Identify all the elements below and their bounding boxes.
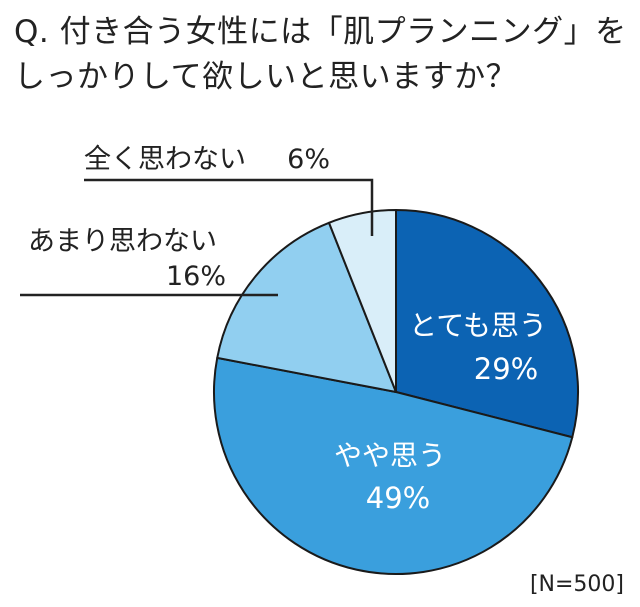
slice-label-category: やや思う [334, 439, 446, 472]
slice-label-value: 16% [166, 261, 226, 292]
chart-title-line-1: Q. 付き合う女性には「肌プランニング」を [14, 14, 627, 50]
slice-label-value: 49% [366, 481, 430, 515]
sample-size: [N=500] [529, 572, 624, 597]
pie-slice [328, 209, 397, 393]
slice-label-value: 6% [287, 144, 330, 175]
pie-slices [212, 209, 579, 575]
slice-label-category: とても思う [409, 309, 547, 342]
slice-label-category: 全く思わない [84, 144, 246, 175]
leader-line-1 [84, 178, 374, 236]
slice-labels: とても思う 29% やや思う 49% あまり思わない 16% 全く思わない 6% [28, 144, 547, 515]
leader-lines [20, 178, 374, 297]
pie-slice [216, 221, 397, 393]
chart-title: Q. 付き合う女性には「肌プランニング」を しっかりして欲しいと思いますか？ [14, 10, 626, 100]
chart-title-line-2: しっかりして欲しいと思いますか？ [14, 59, 518, 95]
slice-label-category: あまり思わない [28, 226, 217, 257]
slice-label-value: 29% [474, 352, 538, 386]
pie-slice [212, 356, 574, 575]
pie-slice [395, 209, 579, 439]
